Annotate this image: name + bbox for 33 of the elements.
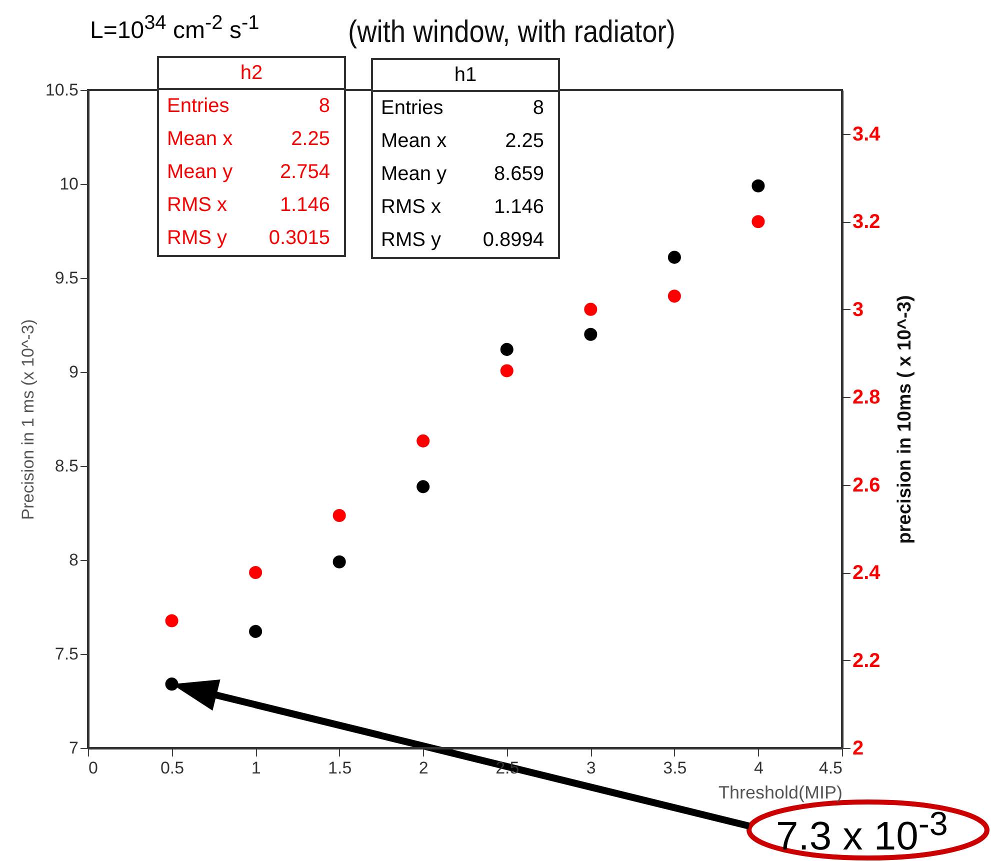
y2-tick-label: 2 <box>852 738 864 760</box>
text: 7.3 x 10$^{-3}$ <box>776 806 948 860</box>
x-tick-label: 3 <box>586 758 596 778</box>
y2-tick-label: 2.6 <box>852 474 880 496</box>
y2-tick-label: 2.4 <box>852 562 882 584</box>
x-tick-label: 1 <box>251 758 261 778</box>
x-tick-label: 0 <box>88 758 98 778</box>
y-tick-label: 8.5 <box>54 456 78 476</box>
y-tick-label: 8 <box>69 550 78 570</box>
x-tick-label: 4 <box>754 758 764 778</box>
y-tick-label: 9 <box>69 362 78 382</box>
y2-tick-label: 3.4 <box>852 123 882 146</box>
y2-tick-label: 3 <box>852 298 864 321</box>
y-tick-label: 7 <box>69 738 78 758</box>
y2-axis-title: precision in 10ms ( x 10^-3) <box>894 295 916 544</box>
x-tick-label: 0.5 <box>160 758 184 778</box>
chart-title: (with window, with radiator) <box>348 14 676 50</box>
x-tick-label: 3.5 <box>663 758 687 778</box>
y2-tick-label: 3.2 <box>852 211 880 234</box>
x-tick-label: 1.5 <box>328 758 352 778</box>
y2-tick-label: 2.2 <box>852 650 880 672</box>
y2-tick-label: 2.8 <box>852 386 880 409</box>
y-tick-label: 7.5 <box>54 644 78 664</box>
x-axis-title: Threshold(MIP) <box>718 782 842 802</box>
x-tick-label: 4.5 <box>818 758 842 778</box>
text: h1 Entries 8 Mean x 2.25 Mean y 8.659 RMS x 1.146 RMS y 0.8994 <box>381 64 544 251</box>
y-tick-label: 10.5 <box>45 80 78 100</box>
text: h2 Entries 8 Mean x 2.25 Mean y 2.754 RMS x 1.146 RMS y 0.3015 <box>167 62 330 249</box>
x-tick-label: 2 <box>418 758 428 778</box>
y-tick-label: 10 <box>60 174 78 194</box>
y-tick-label: 9.5 <box>54 268 78 288</box>
text: L=10$^{34}$ cm$^{-2}$ s$^{-1}$ <box>90 12 260 45</box>
y-axis-title: Precision in 1 ms (x 10^-3) <box>18 319 38 520</box>
